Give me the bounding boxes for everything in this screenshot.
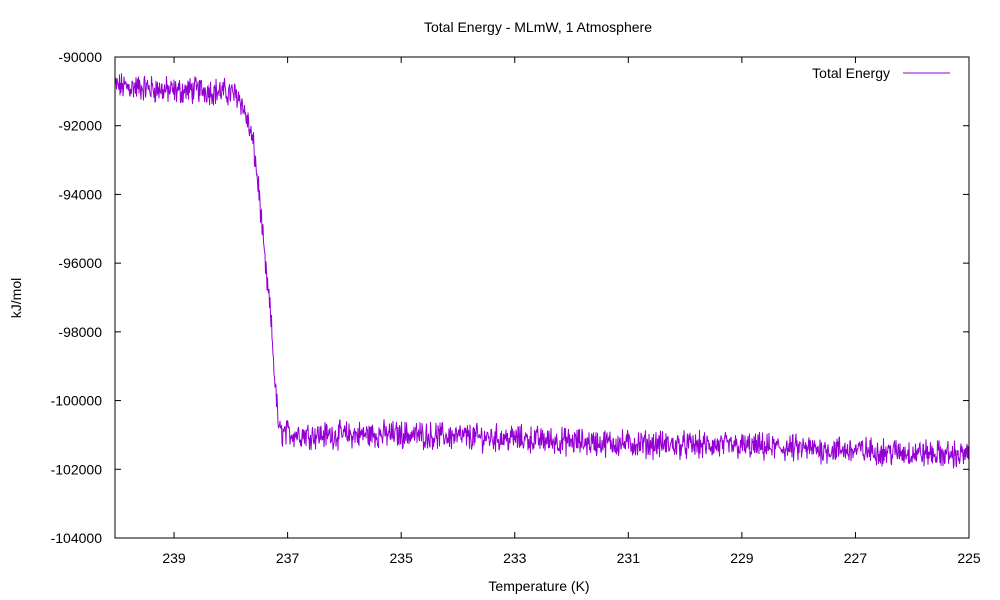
x-tick-label: 229 — [730, 550, 754, 566]
x-tick-label: 239 — [162, 550, 186, 566]
x-tick-label: 237 — [276, 550, 300, 566]
y-tick-label: -100000 — [51, 393, 103, 409]
y-tick-label: -104000 — [51, 530, 103, 546]
x-tick-label: 235 — [390, 550, 414, 566]
y-tick-label: -92000 — [58, 118, 102, 134]
legend: Total Energy — [812, 65, 950, 81]
y-tick-label: -98000 — [58, 324, 102, 340]
series-layer — [114, 73, 970, 469]
chart-title: Total Energy - MLmW, 1 Atmosphere — [424, 19, 652, 35]
y-tick-label: -102000 — [51, 461, 103, 477]
y-axis: -90000 -92000 -94000 -96000 -98000 -100000 -10… — [51, 49, 969, 546]
y-axis-label: kJ/mol — [8, 278, 24, 318]
x-tick-label: 231 — [617, 550, 641, 566]
x-axis-label: Temperature (K) — [488, 578, 589, 594]
x-axis: 239 237 235 233 231 229 227 225 — [162, 57, 981, 566]
legend-label: Total Energy — [812, 65, 890, 81]
x-tick-label: 225 — [957, 550, 981, 566]
x-tick-label: 233 — [503, 550, 527, 566]
y-tick-label: -90000 — [58, 49, 102, 65]
series-line — [114, 73, 970, 469]
y-tick-label: -96000 — [58, 255, 102, 271]
x-tick-label: 227 — [844, 550, 868, 566]
plot-border — [114, 56, 970, 539]
y-tick-label: -94000 — [58, 186, 102, 202]
